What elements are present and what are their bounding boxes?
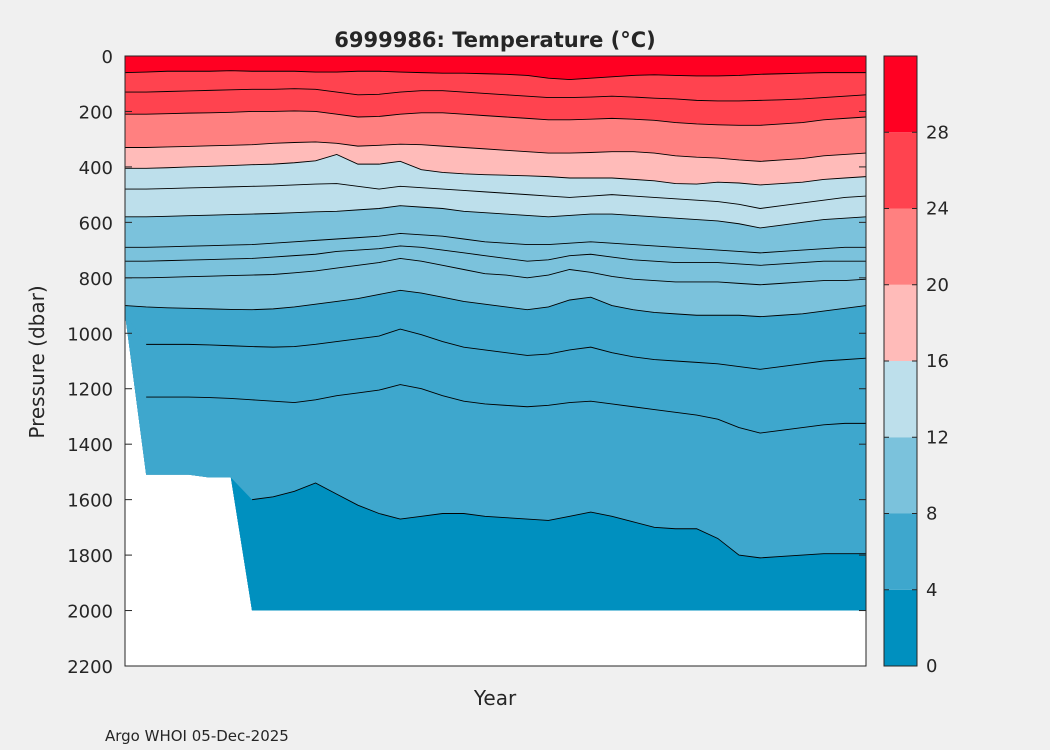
contour-line-24 <box>125 110 867 126</box>
contour-line-26 <box>125 88 867 102</box>
footer-credit: Argo WHOI 05-Dec-2025 <box>105 727 289 745</box>
contour-line-7 <box>146 328 867 370</box>
y-tick-label-1200: 1200 <box>67 380 113 401</box>
contour-line-18 <box>125 141 867 162</box>
y-tick-label-1000: 1000 <box>67 324 113 345</box>
y-tick-label-1800: 1800 <box>67 546 113 567</box>
contour-line-9 <box>125 257 867 286</box>
colorbar-band-24-28 <box>884 132 917 209</box>
colorbar-band-16-20 <box>884 284 917 361</box>
y-tick-label-0: 0 <box>102 47 113 68</box>
colorbar: 0 4 8 12 16 20 24 28 <box>883 55 949 677</box>
contour-line-4 <box>251 482 866 559</box>
colorbar-band-12-16 <box>884 361 917 438</box>
y-axis: 0 200 400 600 800 1000 1200 1400 1600 1800 2000 220… <box>67 47 866 678</box>
colorbar-tick-label-8: 8 <box>926 504 937 525</box>
contour-line-10 <box>125 245 866 266</box>
y-axis-label: Pressure (dbar) <box>25 285 49 438</box>
y-tick-label-400: 400 <box>79 158 113 179</box>
contour-line-8 <box>124 289 867 318</box>
colorbar-tick-label-12: 12 <box>926 427 949 448</box>
colorbar-tick-label-24: 24 <box>926 199 949 220</box>
y-tick-label-1400: 1400 <box>67 435 113 456</box>
colorbar-band-0-4 <box>884 589 917 666</box>
colorbar-tick-label-16: 16 <box>926 351 949 372</box>
colorbar-band-28-32 <box>884 56 917 133</box>
colorbar-tick-label-0: 0 <box>926 656 937 677</box>
contour-line-6 <box>146 384 866 434</box>
y-tick-label-2200: 2200 <box>67 657 113 678</box>
y-tick-label-800: 800 <box>79 269 113 290</box>
y-tick-label-2000: 2000 <box>67 602 113 623</box>
colorbar-band-8-12 <box>884 437 917 514</box>
y-tick-label-1600: 1600 <box>67 491 113 512</box>
contour-band-below-4 <box>125 313 866 611</box>
colorbar-band-20-24 <box>884 208 917 285</box>
colorbar-band-4-8 <box>884 513 917 590</box>
colorbar-tick-label-4: 4 <box>926 580 937 601</box>
contour-line-28 <box>124 70 866 81</box>
y-tick-label-600: 600 <box>79 213 113 234</box>
colorbar-tick-label-20: 20 <box>926 275 949 296</box>
x-axis-label: Year <box>473 686 517 710</box>
plot-area <box>124 55 867 667</box>
colorbar-tick-label-28: 28 <box>926 122 949 143</box>
contour-line-16 <box>125 153 867 186</box>
contour-line-14 <box>125 183 867 209</box>
axes-frame <box>124 55 867 667</box>
chart-title: 6999986: Temperature (°C) <box>334 28 655 52</box>
contour-line-12 <box>125 205 867 229</box>
contour-line-11 <box>125 233 866 254</box>
y-tick-label-200: 200 <box>79 102 113 123</box>
